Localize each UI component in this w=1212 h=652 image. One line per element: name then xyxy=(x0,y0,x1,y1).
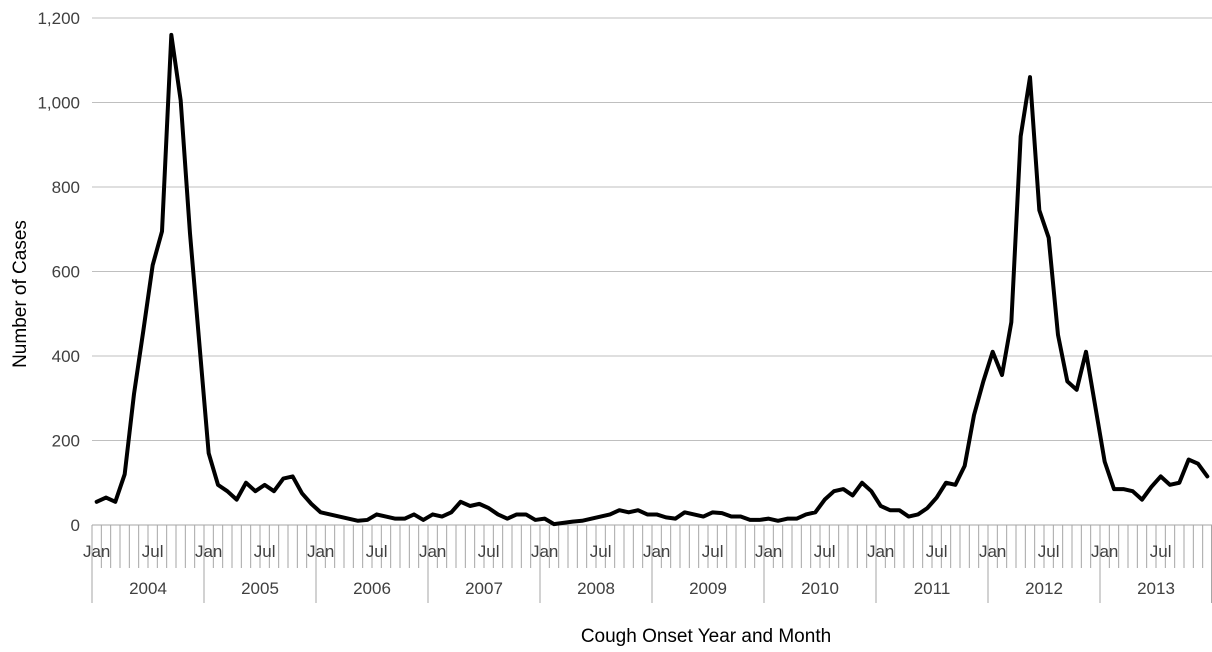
y-tick-label: 1,200 xyxy=(37,9,80,28)
y-axis-ticks: 0 200 400 600 800 1,000 1,200 xyxy=(37,9,80,535)
y-tick-label: 200 xyxy=(52,432,80,451)
year-label: 2008 xyxy=(577,579,615,598)
year-label: 2006 xyxy=(353,579,391,598)
month-label: Jan xyxy=(531,542,558,561)
year-label: 2005 xyxy=(241,579,279,598)
x-axis-title: Cough Onset Year and Month xyxy=(581,626,831,647)
year-label: 2013 xyxy=(1137,579,1175,598)
y-tick-label: 600 xyxy=(52,263,80,282)
month-label: Jul xyxy=(142,542,164,561)
month-label: Jul xyxy=(702,542,724,561)
y-tick-label: 1,000 xyxy=(37,94,80,113)
month-label: Jan xyxy=(643,542,670,561)
month-label: Jul xyxy=(366,542,388,561)
y-tick-label: 800 xyxy=(52,178,80,197)
month-label: Jul xyxy=(254,542,276,561)
year-label: 2011 xyxy=(914,579,951,598)
month-label: Jan xyxy=(1091,542,1118,561)
month-label: Jul xyxy=(1150,542,1172,561)
y-axis-title: Number of Cases xyxy=(10,220,31,368)
year-label: 2004 xyxy=(129,579,167,598)
month-label: Jan xyxy=(195,542,222,561)
x-axis: Jan Jul 2004 Jan Jul 2005 Jan Jul 2006 Jan Jul 2007… xyxy=(83,524,1212,603)
month-label: Jul xyxy=(814,542,836,561)
year-label: 2012 xyxy=(1025,579,1063,598)
month-label: Jan xyxy=(979,542,1006,561)
month-label: Jan xyxy=(755,542,782,561)
series-layer xyxy=(94,32,1210,527)
series-line xyxy=(94,32,1210,527)
y-tick-label: 0 xyxy=(71,516,80,535)
month-label: Jul xyxy=(590,542,612,561)
gridlines xyxy=(92,17,1212,441)
year-label: 2007 xyxy=(465,579,503,598)
year-label: 2009 xyxy=(689,579,727,598)
month-label: Jul xyxy=(926,542,948,561)
y-tick-label: 400 xyxy=(52,347,80,366)
month-label: Jan xyxy=(83,542,110,561)
month-label: Jan xyxy=(419,542,446,561)
year-label: 2010 xyxy=(801,579,839,598)
month-label: Jan xyxy=(867,542,894,561)
month-label: Jul xyxy=(478,542,500,561)
month-label: Jul xyxy=(1038,542,1060,561)
month-label: Jan xyxy=(307,542,334,561)
